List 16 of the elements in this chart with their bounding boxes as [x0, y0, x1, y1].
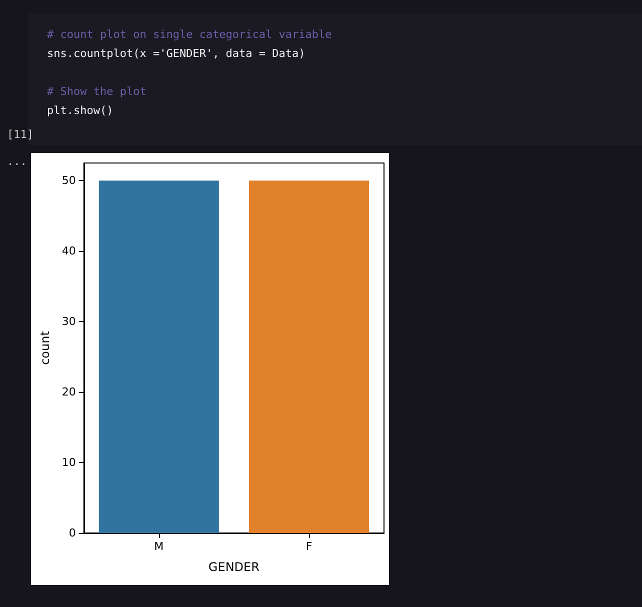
text: [11] [7, 128, 34, 141]
text: sns.countplot(x ='GENDER', data = Data) [47, 47, 306, 60]
y-tick-label: 20 [62, 386, 76, 399]
x-tick-label: F [306, 540, 312, 553]
text: # count plot on single categorical variable [47, 28, 332, 41]
x-axis-title: GENDER [208, 560, 260, 574]
text: plt.show() [47, 104, 114, 117]
x-tick-label: M [154, 540, 164, 553]
text: ... [7, 155, 27, 168]
y-axis-title: count [38, 330, 52, 365]
text: # Show the plot [47, 85, 146, 98]
y-tick-label: 40 [62, 244, 76, 258]
y-tick-label: 30 [62, 315, 76, 328]
y-tick-label: 50 [62, 174, 76, 188]
y-tick-label: 0 [68, 526, 76, 540]
y-tick-label: 10 [62, 456, 76, 470]
